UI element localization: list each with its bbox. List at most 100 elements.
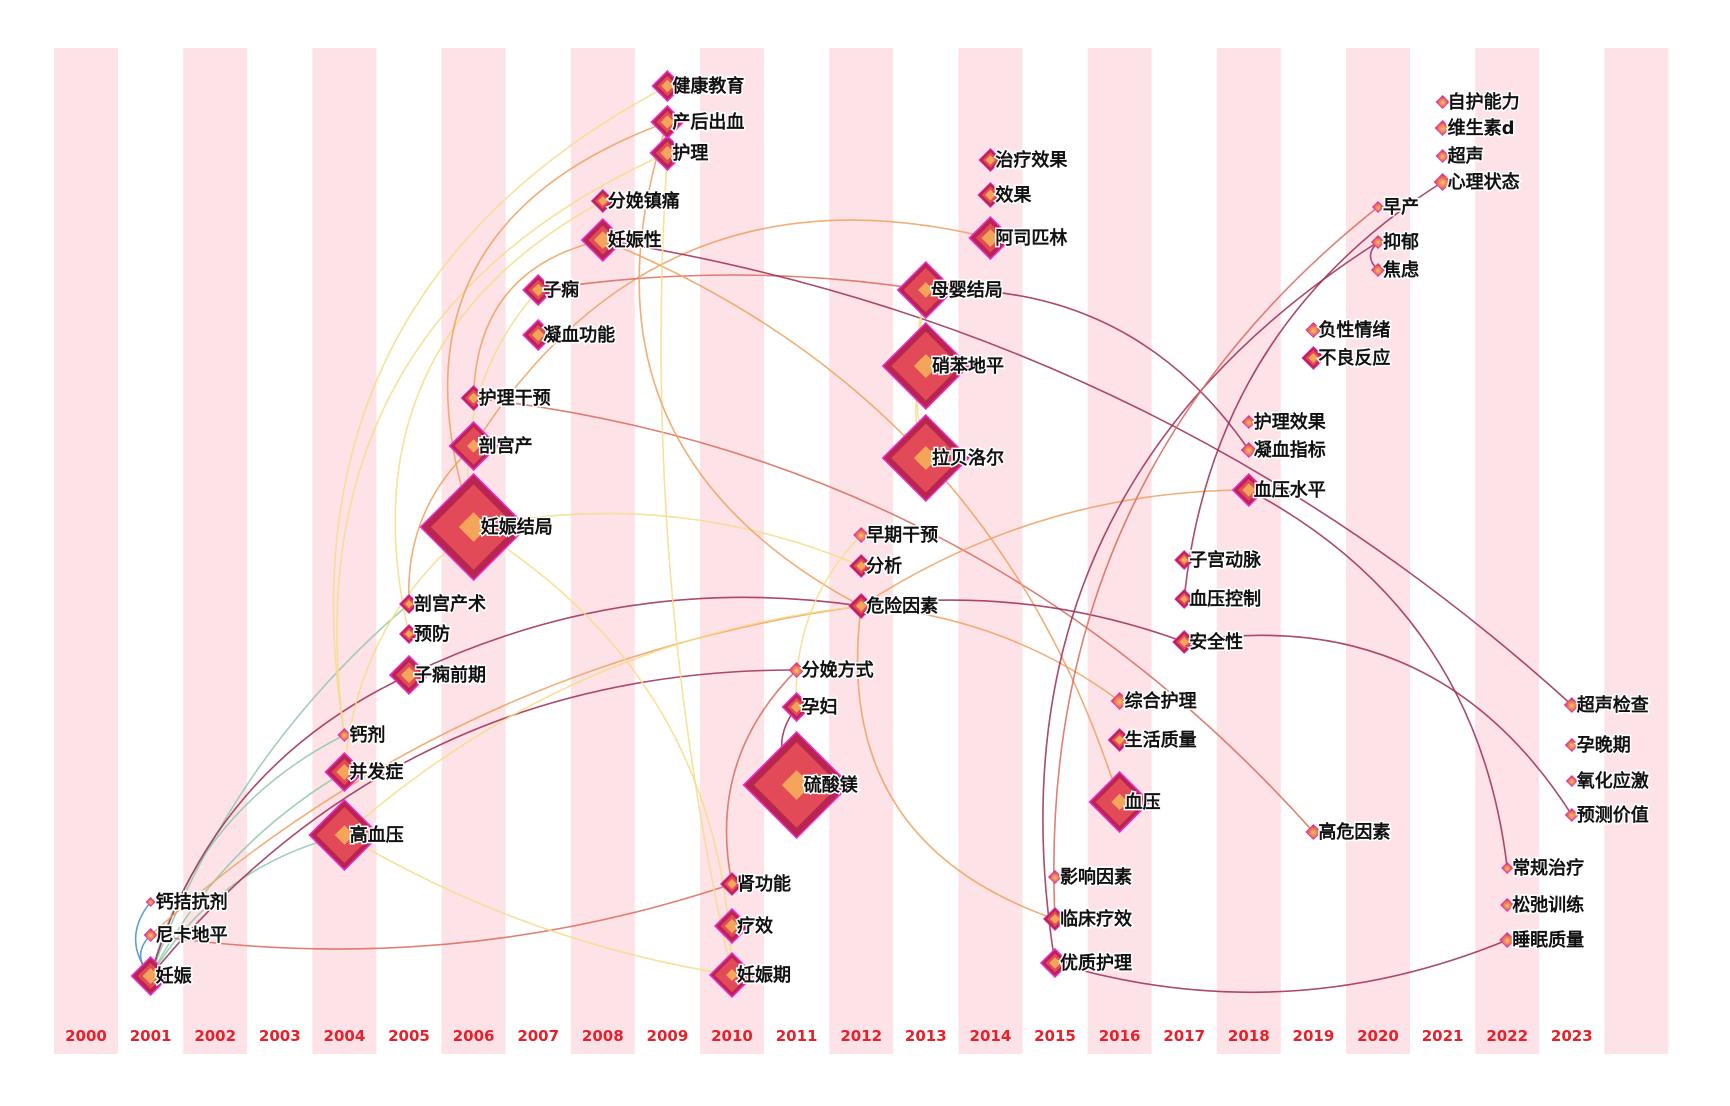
keyword-node[interactable]: 健康教育 bbox=[651, 69, 746, 103]
keyword-label: 早产 bbox=[1383, 196, 1419, 218]
keyword-node[interactable]: 超声 bbox=[1435, 144, 1485, 169]
keyword-node[interactable]: 早期干预 bbox=[853, 524, 940, 548]
keyword-node[interactable]: 预防 bbox=[398, 622, 452, 647]
keyword-node[interactable]: 睡眠质量 bbox=[1499, 928, 1586, 953]
keyword-node[interactable]: 硝苯地平 bbox=[881, 321, 1006, 411]
year-label-2009: 2009 bbox=[647, 1027, 689, 1045]
keyword-marker-ring bbox=[1565, 739, 1578, 751]
keyword-node[interactable]: 分娩镇痛 bbox=[590, 189, 681, 214]
keyword-label: 优质护理 bbox=[1060, 952, 1132, 974]
keyword-node[interactable]: 护理效果 bbox=[1241, 410, 1328, 435]
keyword-node[interactable]: 尼卡地平 bbox=[143, 923, 229, 948]
link-k24-k28 bbox=[795, 534, 862, 708]
keyword-node[interactable]: 妊娠性 bbox=[580, 217, 663, 263]
keyword-node[interactable]: 早产 bbox=[1371, 195, 1421, 220]
keyword-marker-ring bbox=[405, 630, 413, 638]
keyword-node[interactable]: 产后出血 bbox=[650, 104, 746, 140]
keyword-node[interactable]: 影响因素 bbox=[1047, 865, 1134, 890]
keyword-node[interactable]: 血压控制 bbox=[1174, 587, 1263, 612]
year-label-2016: 2016 bbox=[1099, 1027, 1141, 1045]
keyword-node[interactable]: 妊娠期 bbox=[708, 951, 793, 999]
keyword-node[interactable]: 安全性 bbox=[1172, 630, 1245, 655]
keyword-node[interactable]: 自护能力 bbox=[1435, 90, 1521, 115]
keyword-node[interactable]: 高血压 bbox=[308, 798, 405, 872]
keyword-node[interactable]: 妊娠结局 bbox=[419, 472, 554, 582]
keyword-marker-ring bbox=[1241, 443, 1256, 457]
keyword-node[interactable]: 疗效 bbox=[713, 907, 775, 945]
keyword-label: 高危因素 bbox=[1318, 821, 1390, 843]
keyword-label: 凝血功能 bbox=[543, 324, 615, 346]
link-k18-k26 bbox=[638, 121, 862, 607]
link-k1-k9 bbox=[149, 603, 410, 977]
link-k1-k25 bbox=[149, 669, 797, 977]
keyword-node[interactable]: 护理干预 bbox=[460, 384, 552, 412]
year-label-2018: 2018 bbox=[1228, 1027, 1270, 1045]
link-k42-k53 bbox=[1183, 181, 1444, 600]
keyword-node[interactable]: 子痫 bbox=[522, 273, 581, 307]
keyword-node[interactable]: 肾功能 bbox=[719, 872, 793, 897]
keyword-node[interactable]: 母婴结局 bbox=[896, 260, 1004, 320]
year-label-2007: 2007 bbox=[517, 1027, 559, 1045]
keyword-marker-ring bbox=[1435, 121, 1450, 135]
keyword-node[interactable]: 不良反应 bbox=[1301, 346, 1392, 371]
keyword-node[interactable]: 并发症 bbox=[324, 751, 405, 793]
keyword-node[interactable]: 心理状态 bbox=[1433, 170, 1521, 195]
keyword-node[interactable]: 剖宫产 bbox=[448, 420, 534, 472]
keyword-node[interactable]: 血压 bbox=[1088, 770, 1162, 834]
keyword-node[interactable]: 拉贝洛尔 bbox=[881, 413, 1006, 503]
keyword-marker-ring bbox=[1502, 863, 1513, 873]
keyword-marker-ring bbox=[660, 145, 675, 161]
keyword-nodes: 妊娠尼卡地平钙拮抗剂高血压并发症钙剂子痫前期预防剖宫产术妊娠结局剖宫产护理干预凝… bbox=[130, 69, 1650, 999]
link-k31-k45 bbox=[925, 288, 1250, 451]
keyword-node[interactable]: 凝血指标 bbox=[1240, 438, 1327, 463]
keyword-label: 妊娠 bbox=[156, 965, 193, 987]
keyword-marker-ring bbox=[1180, 595, 1189, 603]
keyword-label: 钙拮抗剂 bbox=[156, 891, 228, 913]
keyword-node[interactable]: 治疗效果 bbox=[978, 148, 1070, 173]
keyword-marker-ring bbox=[854, 528, 869, 542]
keyword-node[interactable]: 生活质量 bbox=[1107, 728, 1198, 753]
keyword-node[interactable]: 护理 bbox=[649, 134, 710, 172]
keyword-node[interactable]: 超声检查 bbox=[1563, 693, 1650, 718]
keyword-node[interactable]: 子痫前期 bbox=[388, 654, 488, 696]
keyword-marker-ring bbox=[1180, 556, 1189, 564]
year-label-2017: 2017 bbox=[1163, 1027, 1205, 1045]
keyword-node[interactable]: 孕晚期 bbox=[1564, 733, 1632, 758]
keyword-node[interactable]: 钙剂 bbox=[337, 723, 387, 748]
keyword-node[interactable]: 氧化应激 bbox=[1565, 769, 1650, 794]
keyword-node[interactable]: 焦虑 bbox=[1370, 258, 1421, 283]
keyword-node[interactable]: 松弛训练 bbox=[1500, 893, 1586, 918]
keyword-node[interactable]: 维生素d bbox=[1434, 116, 1516, 141]
year-label-2002: 2002 bbox=[194, 1027, 236, 1045]
keyword-node[interactable]: 常规治疗 bbox=[1501, 856, 1586, 881]
keyword-node[interactable]: 钙拮抗剂 bbox=[145, 890, 229, 915]
keyword-node[interactable]: 子宫动脉 bbox=[1174, 548, 1264, 573]
keyword-label: 肾功能 bbox=[737, 873, 791, 895]
keyword-node[interactable]: 孕妇 bbox=[781, 691, 839, 723]
keyword-node[interactable]: 凝血功能 bbox=[522, 318, 617, 352]
keyword-node[interactable]: 效果 bbox=[977, 181, 1034, 209]
keyword-node[interactable]: 高危因素 bbox=[1305, 820, 1392, 845]
link-k1-k7 bbox=[149, 674, 410, 977]
keyword-node[interactable]: 抑郁 bbox=[1370, 230, 1421, 255]
keyword-label: 早期干预 bbox=[866, 525, 938, 546]
keyword-node[interactable]: 临床疗效 bbox=[1042, 907, 1134, 932]
keyword-node[interactable]: 负性情绪 bbox=[1305, 318, 1392, 343]
keyword-label: 血压控制 bbox=[1189, 588, 1261, 610]
keyword-node[interactable]: 血压水平 bbox=[1231, 472, 1327, 508]
keyword-node[interactable]: 阿司匹林 bbox=[968, 215, 1069, 261]
link-k35-k51 bbox=[1042, 241, 1379, 964]
keyword-label: 母婴结局 bbox=[931, 279, 1003, 301]
keyword-node[interactable]: 分娩方式 bbox=[788, 658, 875, 683]
keyword-marker-ring bbox=[790, 701, 803, 713]
keyword-node[interactable]: 硫酸镁 bbox=[742, 730, 860, 840]
keyword-node[interactable]: 分析 bbox=[849, 554, 904, 579]
keyword-marker-ring bbox=[1565, 809, 1578, 821]
keyword-label: 治疗效果 bbox=[995, 149, 1068, 171]
keyword-node[interactable]: 预测价值 bbox=[1564, 803, 1650, 828]
keyword-node[interactable]: 危险因素 bbox=[848, 592, 940, 620]
keyword-node[interactable]: 剖宫产术 bbox=[398, 592, 488, 617]
keyword-node[interactable]: 优质护理 bbox=[1039, 947, 1134, 979]
keyword-node[interactable]: 综合护理 bbox=[1110, 689, 1198, 714]
keyword-node[interactable]: 妊娠 bbox=[130, 955, 194, 997]
